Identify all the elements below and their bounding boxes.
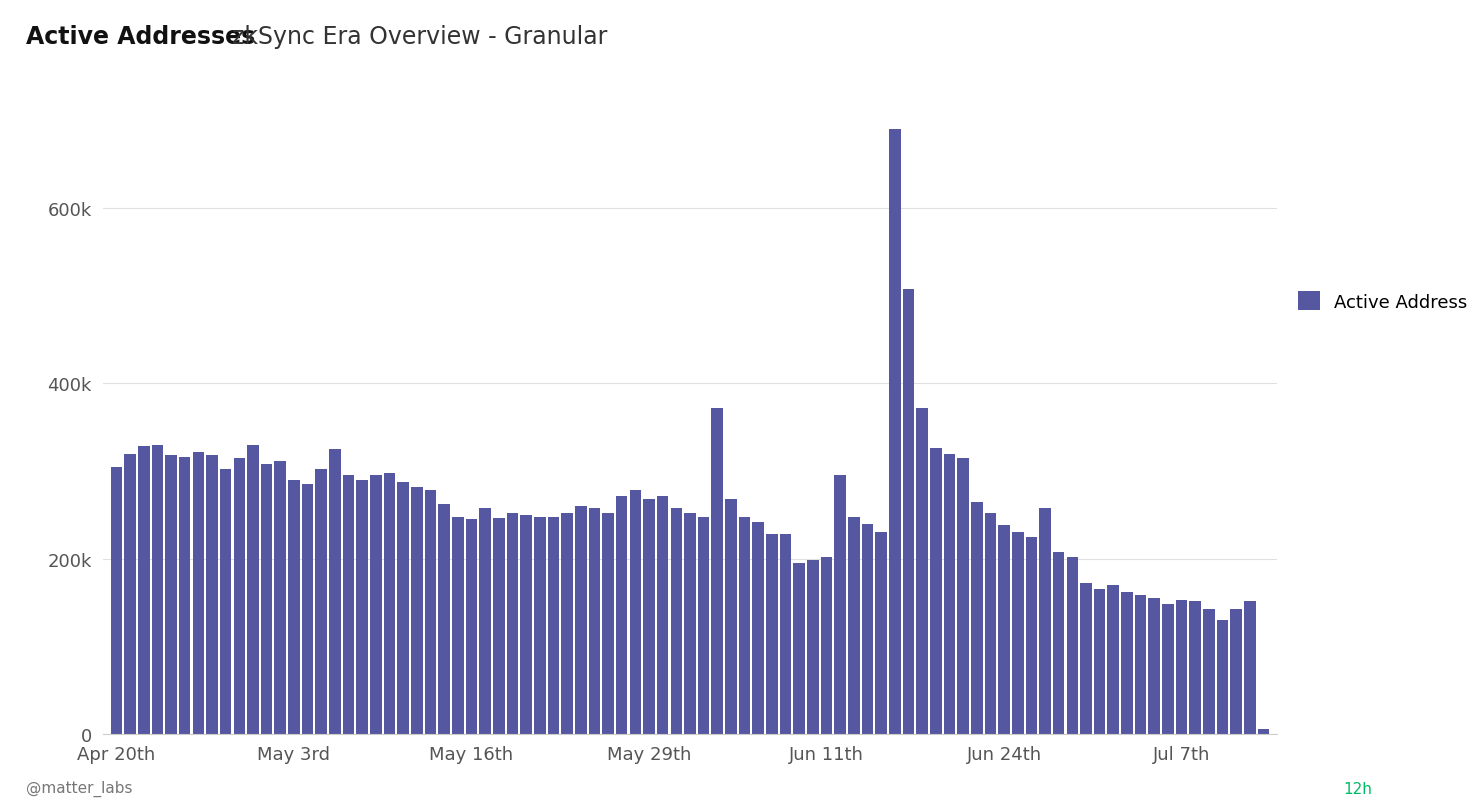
Bar [697,517,709,734]
Bar [1204,609,1214,734]
Text: @matter_labs: @matter_labs [26,780,134,796]
Bar [834,475,846,734]
Bar [493,519,505,734]
Bar [1011,533,1023,734]
Text: Active Addresses: Active Addresses [26,24,255,49]
Bar [821,557,832,734]
Bar [452,517,464,734]
Bar [342,476,354,734]
Bar [151,445,163,734]
Bar [849,517,860,734]
Bar [192,453,204,734]
Bar [506,513,518,734]
Bar [1067,557,1078,734]
Bar [166,456,176,734]
Bar [316,470,327,734]
Bar [548,517,559,734]
Bar [534,517,546,734]
Bar [220,470,232,734]
Bar [575,506,587,734]
Bar [985,513,997,734]
Bar [138,447,150,734]
Bar [439,504,451,734]
Bar [465,520,477,734]
Bar [1080,583,1092,734]
Bar [617,496,627,734]
Bar [998,526,1010,734]
Bar [875,533,887,734]
Bar [1217,620,1229,734]
Bar [766,534,778,734]
Bar [656,496,668,734]
Bar [671,508,683,734]
Bar [793,564,804,734]
Bar [411,487,423,734]
Bar [110,467,122,734]
Bar [206,456,217,734]
Bar [916,409,928,734]
Bar [1148,599,1160,734]
Bar [725,500,737,734]
Bar [561,513,573,734]
Bar [890,131,900,734]
Bar [383,473,395,734]
Bar [970,502,982,734]
Bar [424,491,436,734]
Bar [1176,600,1188,734]
Bar [780,534,791,734]
Bar [712,409,724,734]
Bar [1258,730,1270,734]
Bar [1094,590,1105,734]
Bar [480,508,490,734]
Bar [957,458,969,734]
Bar [1243,601,1255,734]
Text: zkSync Era Overview - Granular: zkSync Era Overview - Granular [232,24,608,49]
Bar [807,560,819,734]
Bar [602,513,614,734]
Bar [738,517,750,734]
Bar [247,445,258,734]
Bar [1163,604,1174,734]
Bar [275,461,286,734]
Bar [862,524,873,734]
Bar [630,491,642,734]
Bar [1230,609,1242,734]
Bar [302,485,313,734]
Bar [1122,592,1133,734]
Bar [1026,537,1038,734]
Bar [370,476,382,734]
Bar [1189,601,1201,734]
Bar [1135,596,1147,734]
Bar [329,449,341,734]
Bar [233,458,245,734]
Bar [288,480,299,734]
Legend: Active Addresses: Active Addresses [1298,292,1468,311]
Bar [261,465,273,734]
Bar [944,454,956,734]
Text: 12h: 12h [1343,782,1373,796]
Bar [520,515,531,734]
Bar [398,482,410,734]
Bar [1039,508,1051,734]
Bar [903,290,915,734]
Bar [125,454,137,734]
Bar [179,457,191,734]
Bar [1053,552,1064,734]
Bar [929,448,941,734]
Bar [357,480,368,734]
Bar [753,522,763,734]
Bar [643,500,655,734]
Bar [684,513,696,734]
Bar [1107,586,1119,734]
Bar [589,508,600,734]
